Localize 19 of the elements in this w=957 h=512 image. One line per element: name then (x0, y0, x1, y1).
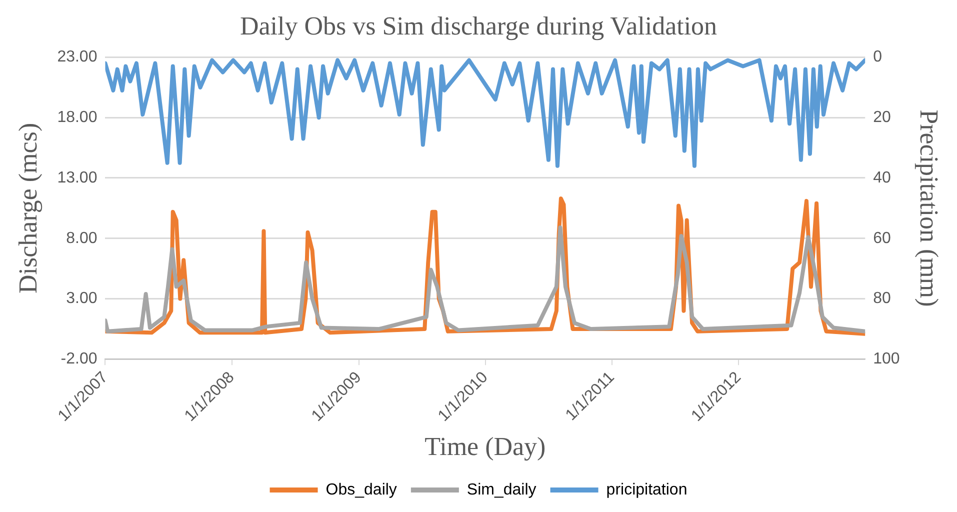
y2-tick-label: 60 (873, 230, 892, 247)
y-tick-label: -2.00 (60, 350, 98, 368)
y-tick-label: 8.00 (66, 230, 98, 247)
y-tick-label: 18.00 (57, 109, 98, 126)
y-tick-label: 13.00 (57, 169, 98, 186)
y2-tick-label: 80 (873, 290, 892, 308)
y-tick-label: 23.00 (57, 48, 98, 66)
y2-tick-label: 20 (873, 109, 892, 126)
chart-title: Daily Obs vs Sim discharge during Validation (240, 11, 718, 40)
y2-tick-label: 40 (873, 169, 892, 186)
y-axis-title: Discharge (mcs) (13, 122, 42, 294)
legend-label: pricipitation (606, 481, 688, 498)
legend-label: Obs_daily (326, 481, 397, 498)
y2-tick-label: 100 (873, 350, 900, 368)
y-tick-label: 3.00 (66, 290, 98, 308)
y2-axis-title: Precipitation (mm) (914, 110, 944, 307)
x-axis-title: Time (Day) (424, 432, 546, 462)
y2-tick-label: 0 (873, 48, 882, 66)
legend-label: Sim_daily (466, 481, 536, 498)
